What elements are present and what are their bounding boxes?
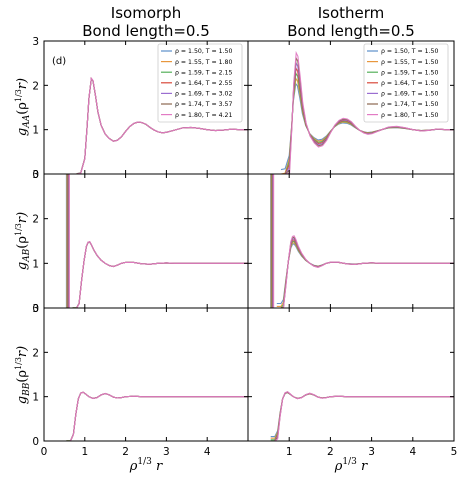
ylabel-gab: gAB(ρ1/3r): [14, 212, 32, 270]
legend-label-2: ρ = 1.59, T = 2.15: [175, 69, 232, 76]
xtick-label-left-4: 4: [204, 446, 211, 458]
xtick-label-left-0: 0: [41, 446, 48, 458]
ytick-label-aa-0: 0: [32, 169, 39, 181]
xtick-label-left-1: 1: [81, 446, 88, 458]
curves-isomorph-aa: [76, 76, 248, 174]
legend-label-0: ρ = 1.50, T = 1.50: [175, 48, 232, 55]
series-line-3: [66, 391, 248, 441]
legend-label-1: ρ = 1.55, T = 1.80: [175, 59, 232, 66]
panel-frame-0-1: [43, 173, 249, 309]
ytick-label-bb-2: 2: [32, 347, 39, 359]
legend-label-0: ρ = 1.50, T = 1.50: [381, 48, 438, 55]
ytick-label-bb-1: 1: [32, 392, 39, 404]
series-line-6: [76, 76, 248, 174]
legend-box: [157, 43, 243, 123]
legend-label-3: ρ = 1.64, T = 2.55: [175, 80, 232, 87]
series-line-4: [270, 391, 454, 441]
xtick-label-left-2: 2: [122, 446, 129, 458]
legend-label-6: ρ = 1.80, T = 1.50: [381, 112, 438, 119]
legend-label-3: ρ = 1.64, T = 1.50: [381, 80, 438, 87]
series-line-1: [270, 391, 454, 439]
series-line-2: [276, 240, 454, 308]
curves-isomorph-bb: [66, 391, 248, 441]
curves-isotherm-bb: [270, 391, 454, 441]
series-line-0: [270, 392, 454, 438]
legend-label-5: ρ = 1.74, T = 1.50: [381, 101, 438, 108]
panel-tag: (d): [52, 56, 66, 67]
series-line-4: [66, 391, 248, 441]
ytick-label-aa-2: 2: [32, 80, 39, 92]
series-line-1: [276, 242, 454, 307]
xtick-label-right-5: 5: [451, 446, 458, 458]
xlabel-left: ρ1/3 r: [129, 457, 163, 474]
series-line-6: [270, 391, 454, 441]
legend-label-5: ρ = 1.74, T = 3.57: [175, 101, 232, 108]
series-line-2: [72, 241, 248, 308]
series-line-5: [270, 391, 454, 441]
series-line-1: [66, 391, 248, 441]
legend-label-4: ρ = 1.69, T = 3.02: [175, 91, 232, 98]
ytick-label-ab-2: 2: [32, 214, 39, 226]
ytick-label-bb-3: 3: [32, 303, 39, 315]
series-line-0: [66, 391, 248, 441]
legend-isomorph: ρ = 1.50, T = 1.50 ρ = 1.55, T = 1.80 ρ = …: [157, 43, 243, 123]
series-line-6: [66, 391, 248, 441]
xtick-label-right-3: 3: [368, 446, 375, 458]
series-line-5: [72, 241, 248, 308]
series-line-4: [72, 241, 248, 308]
panel-frame-1-2: [247, 307, 455, 442]
series-line-5: [66, 391, 248, 441]
series-line-4: [276, 237, 454, 308]
series-line-3: [72, 241, 248, 308]
curves-isomorph-ab: [65, 174, 248, 308]
column-title-left-line2: Bond length=0.5: [82, 22, 210, 40]
xtick-label-left-3: 3: [163, 446, 170, 458]
xtick-label-right-2: 2: [327, 446, 334, 458]
legend-label-2: ρ = 1.59, T = 1.50: [381, 69, 438, 76]
series-line-2: [66, 391, 248, 441]
column-title-left-line1: Isomorph: [111, 4, 181, 22]
ytick-label-ab-1: 1: [32, 258, 39, 270]
legend-label-1: ρ = 1.55, T = 1.50: [381, 59, 438, 66]
curves-isotherm-aa: [280, 50, 454, 174]
ytick-label-bb-0: 0: [32, 436, 39, 448]
ytick-label-ab-3: 3: [32, 169, 39, 181]
series-line-6: [281, 50, 454, 174]
column-title-right-line2: Bond length=0.5: [287, 22, 415, 40]
legend-label-6: ρ = 1.80, T = 4.21: [175, 112, 232, 119]
xtick-label-right-4: 4: [409, 446, 416, 458]
ylabel-gaa: gAA(ρ1/3r): [14, 78, 32, 136]
ytick-label-aa-3: 3: [32, 36, 39, 48]
series-line-5: [276, 236, 454, 308]
series-line-2: [270, 391, 454, 441]
series-line-3: [276, 239, 454, 308]
column-title-right-line1: Isotherm: [318, 4, 385, 22]
series-line-0: [72, 241, 248, 308]
xtick-label-right-1: 1: [286, 446, 293, 458]
xlabel-right: ρ1/3 r: [334, 457, 368, 474]
series-line-6: [276, 235, 454, 308]
ytick-label-ab-0: 0: [32, 303, 39, 315]
legend-isotherm: ρ = 1.50, T = 1.50 ρ = 1.55, T = 1.50 ρ = …: [363, 43, 449, 123]
series-line-0: [276, 243, 454, 305]
panel-frame-1-1: [247, 173, 455, 309]
legend-box: [363, 43, 449, 123]
series-line-1: [72, 241, 248, 308]
legend-label-4: ρ = 1.69, T = 1.50: [381, 91, 438, 98]
ytick-label-aa-1: 1: [32, 125, 39, 137]
series-line-6: [72, 241, 248, 308]
series-line-3: [270, 391, 454, 441]
curves-isotherm-ab: [270, 174, 454, 308]
ylabel-gbb: gBB(ρ1/3r): [14, 346, 32, 404]
